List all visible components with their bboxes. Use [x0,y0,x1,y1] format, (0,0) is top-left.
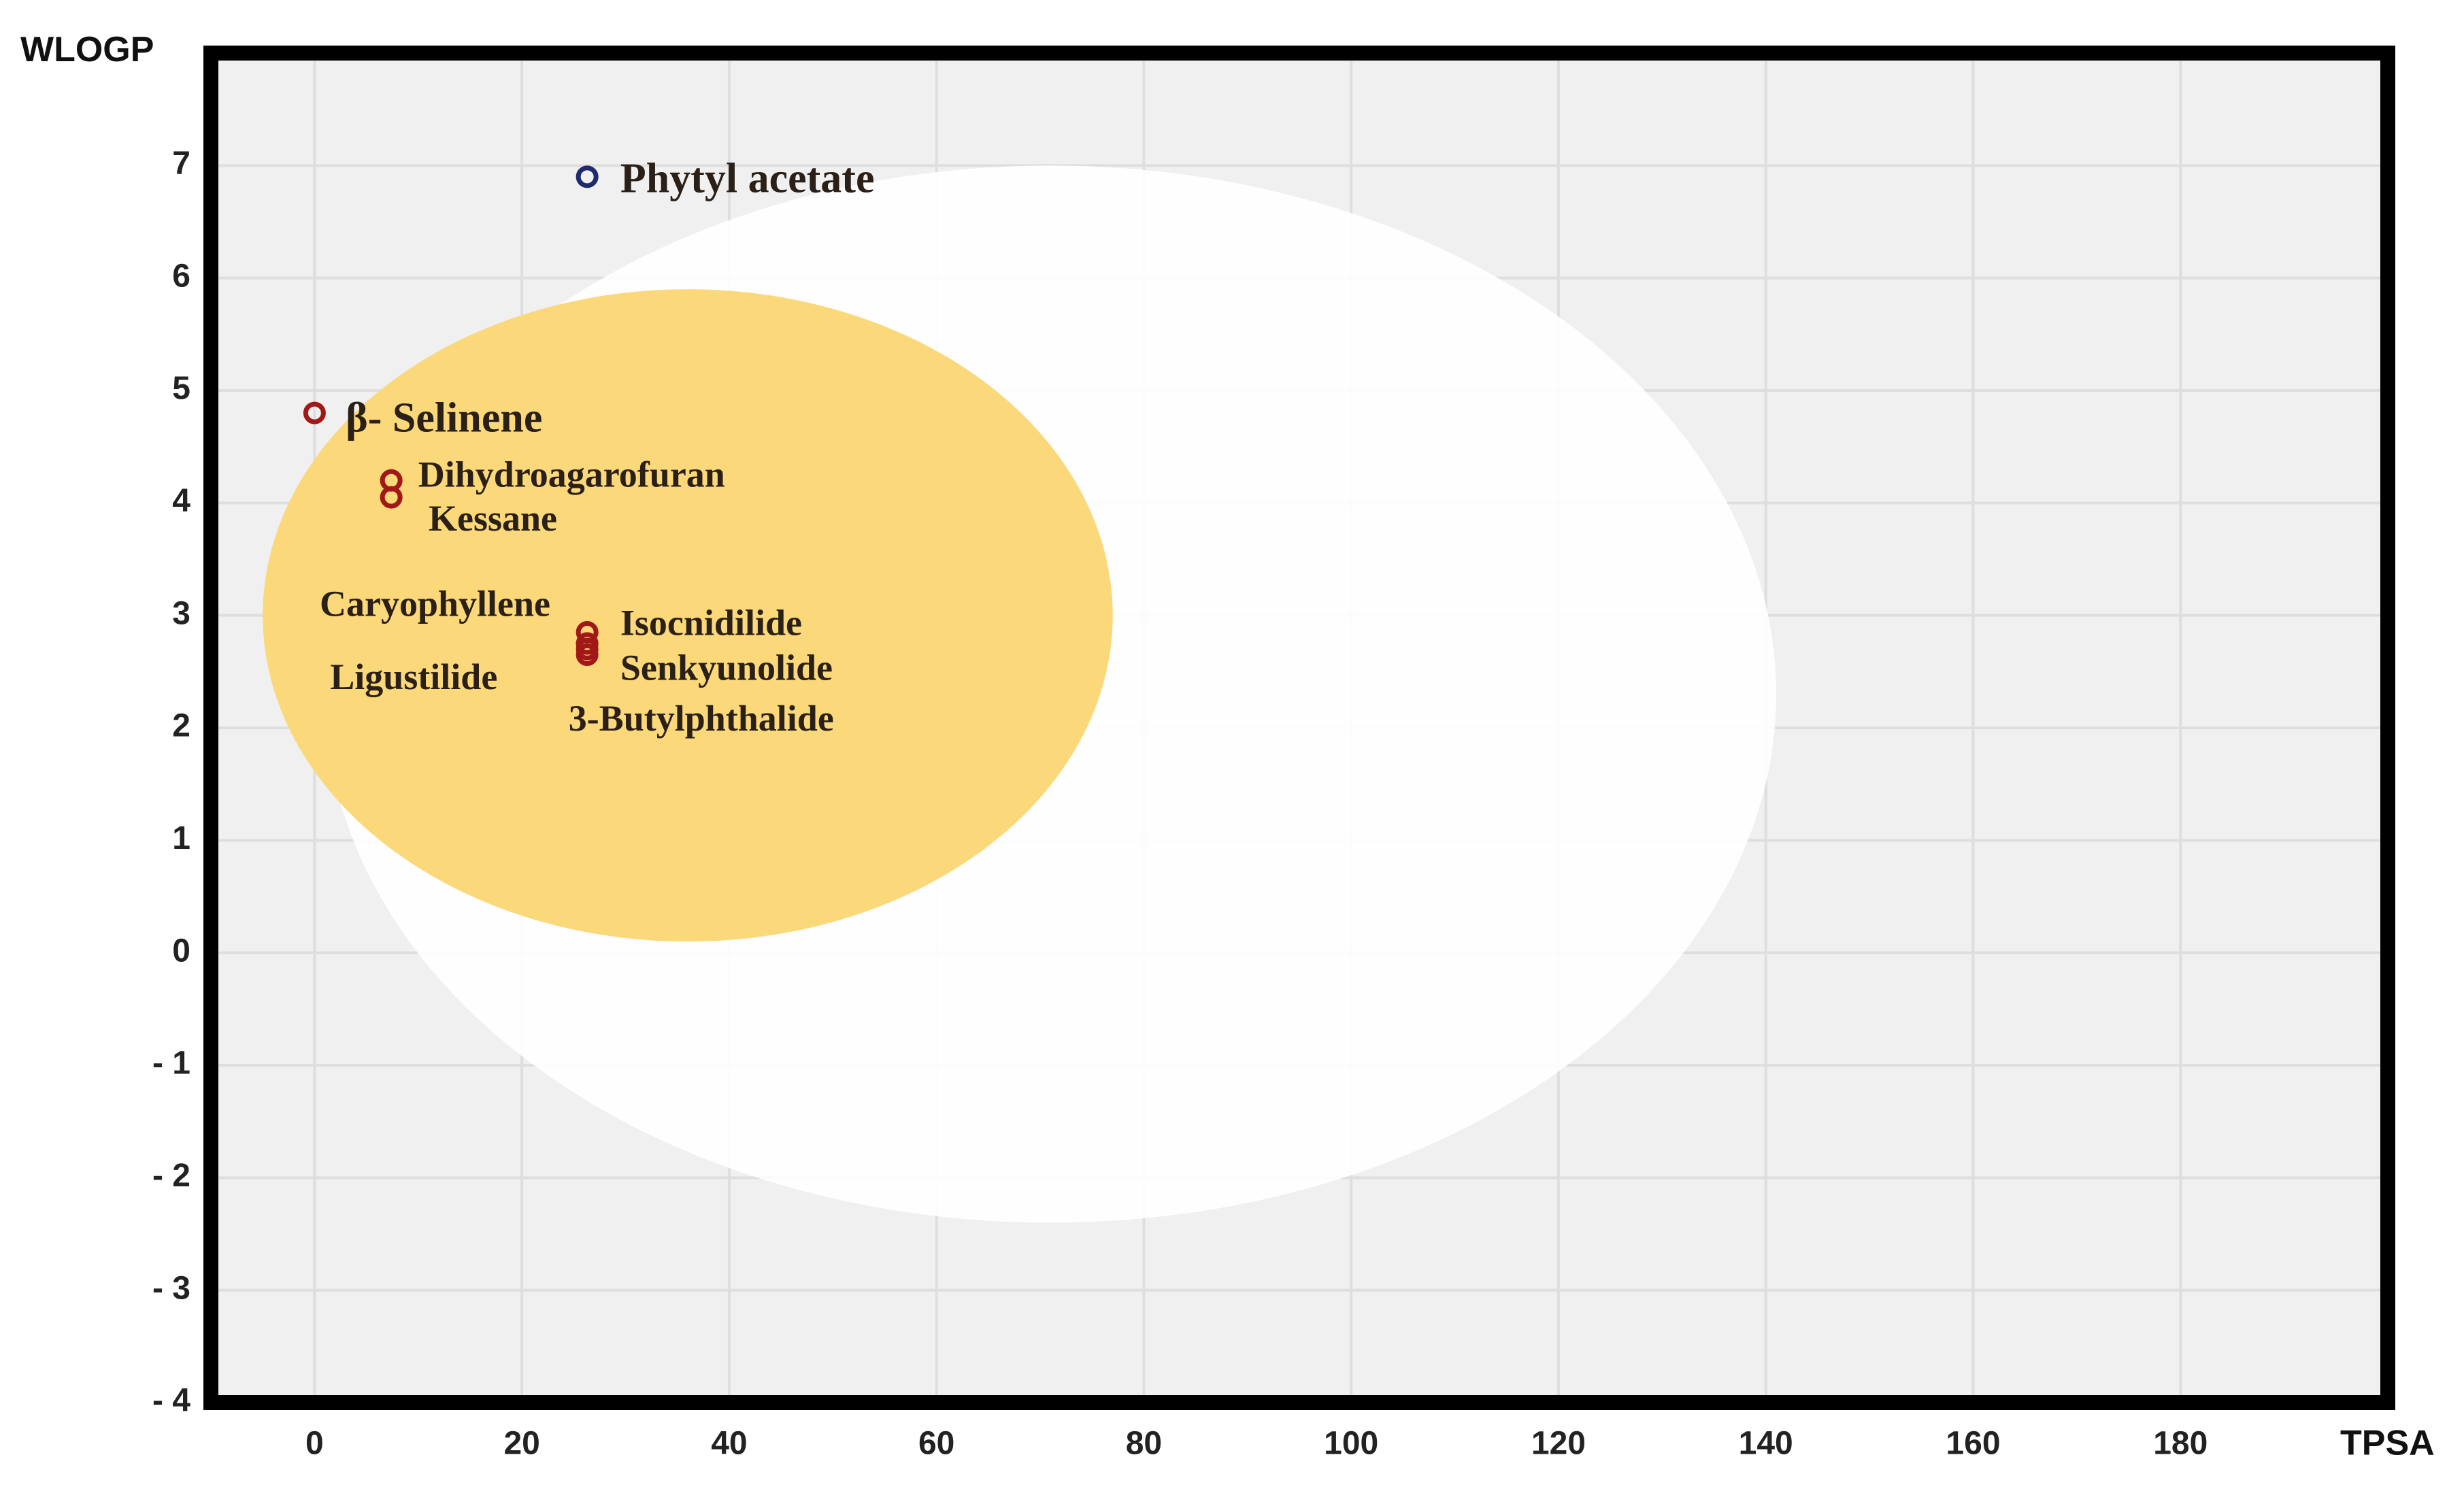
y-axis-ticks: - 4 - 3 - 2 - 1 0 1 2 3 4 5 6 7 [152,146,190,1419]
label-phytyl-acetate: Phytyl acetate [620,155,875,201]
x-tick-label: 60 [918,1426,954,1462]
label-dihydroagarofuran: Dihydroagarofuran [418,454,725,495]
x-tick-label: 80 [1126,1426,1162,1462]
point-3-butylphthalide [576,644,599,667]
x-tick-label: 180 [2153,1426,2208,1462]
point-selinene [303,401,326,424]
y-tick-label: 4 [172,483,190,519]
y-tick-label: 7 [172,146,190,182]
y-tick-label: 3 [172,595,190,631]
label-selinene: β- Selinene [346,395,542,441]
label-senkyunolide: Senkyunolide [620,648,833,688]
label-ligustilide: Ligustilide [330,656,497,697]
y-tick-label: - 1 [152,1046,190,1082]
x-tick-label: 20 [503,1426,539,1462]
x-tick-label: 0 [305,1426,324,1462]
yolk-region [263,289,1113,942]
label-isocnidilide: Isocnidilide [620,603,802,644]
point-kessane [380,486,403,509]
label-3-butylphthalide: 3-Butylphthalide [569,698,834,739]
plot-frame [203,46,2395,1410]
data-points [303,165,599,667]
x-axis-title: TPSA [2340,1424,2435,1463]
point-phytyl-acetate [576,165,599,188]
x-tick-label: 40 [711,1426,747,1462]
y-tick-label: 6 [172,258,190,294]
egg-regions [263,165,1776,1223]
label-kessane: Kessane [429,498,557,539]
label-caryophyllene: Caryophyllene [320,583,550,624]
x-tick-label: 140 [1739,1426,1793,1462]
y-tick-label: - 3 [152,1270,190,1306]
y-tick-label: 5 [172,371,190,407]
x-tick-label: 100 [1324,1426,1378,1462]
x-tick-label: 120 [1531,1426,1586,1462]
point-labels: Phytyl acetate β- Selinene Dihydroagarofur… [320,155,874,739]
y-tick-label: 2 [172,708,190,744]
y-axis-title: WLOGP [20,30,154,69]
y-tick-label: - 4 [152,1383,190,1419]
y-tick-label: - 2 [152,1158,190,1194]
y-tick-label: 1 [172,820,190,856]
x-tick-label: 160 [1946,1426,2000,1462]
y-tick-label: 0 [172,933,190,969]
x-axis-ticks: 0 20 40 60 80 100 120 140 160 180 [305,1426,2208,1462]
